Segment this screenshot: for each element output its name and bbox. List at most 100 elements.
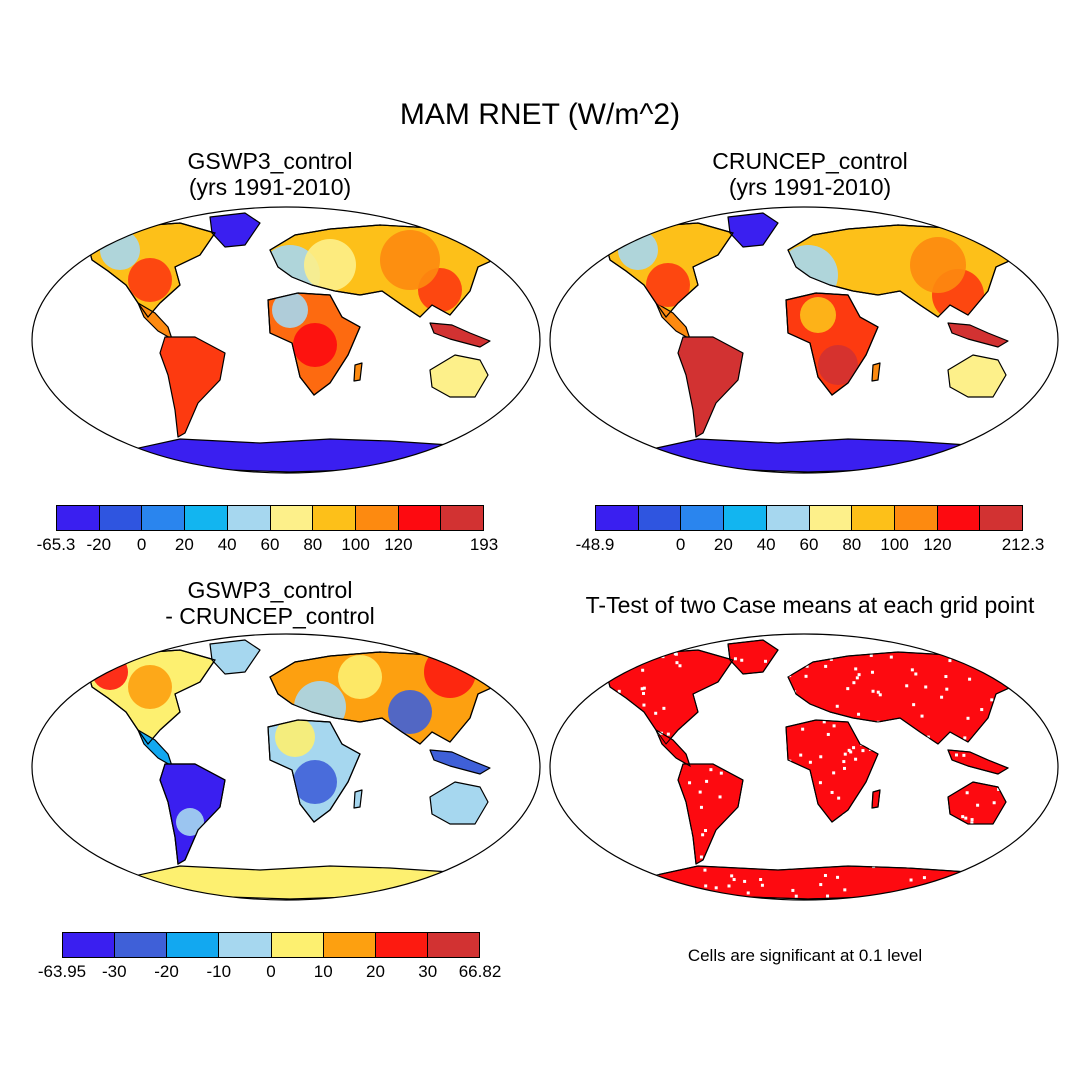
insignificant-cell <box>682 726 686 730</box>
insignificant-cell <box>920 714 924 718</box>
insignificant-cell <box>658 830 662 834</box>
insignificant-cell <box>701 833 705 837</box>
insignificant-cell <box>628 742 632 746</box>
insignificant-cell <box>791 888 795 892</box>
insignificant-cell <box>688 781 692 785</box>
field-patch <box>272 293 308 328</box>
insignificant-cell <box>857 673 861 677</box>
insignificant-cell <box>613 657 617 661</box>
colorbar-tick-label: -10 <box>206 962 232 981</box>
colorbar-tick-label: 40 <box>217 535 237 554</box>
insignificant-cell <box>846 687 850 691</box>
insignificant-cell <box>987 726 991 730</box>
insignificant-cell <box>725 896 729 900</box>
insignificant-cell <box>992 866 996 870</box>
insignificant-cell <box>964 816 968 820</box>
insignificant-cell <box>945 687 949 691</box>
insignificant-cell <box>880 810 884 814</box>
field-patch <box>293 323 337 367</box>
insignificant-cell <box>713 709 717 713</box>
insignificant-cell <box>860 742 864 746</box>
colorbar-tick-label: 120 <box>923 535 952 554</box>
insignificant-cell <box>823 873 827 877</box>
insignificant-cell <box>666 732 670 736</box>
insignificant-cell <box>912 703 916 707</box>
figure-title: MAM RNET (W/m^2) <box>399 98 681 131</box>
map-panel-ttest <box>548 632 1060 902</box>
insignificant-cell <box>622 747 626 751</box>
insignificant-cell <box>611 837 615 841</box>
colorbar-tick-label: -48.9 <box>575 535 615 554</box>
map-panel-gswp3 <box>30 205 542 475</box>
colorbar-swatch <box>809 506 853 530</box>
insignificant-cell <box>699 805 703 809</box>
field-patch <box>646 263 690 307</box>
insignificant-cell <box>746 824 750 828</box>
insignificant-cell <box>669 841 673 845</box>
colorbar-cruncep <box>595 505 1023 531</box>
insignificant-cell <box>954 753 958 757</box>
field-patch <box>100 230 140 270</box>
insignificant-cell <box>707 711 711 715</box>
landmass-seAsia <box>429 749 491 775</box>
insignificant-cell <box>826 732 830 736</box>
map-border <box>549 633 1059 901</box>
insignificant-cell <box>983 889 987 893</box>
colorbar-difference <box>62 932 480 958</box>
insignificant-cell <box>643 894 647 898</box>
insignificant-cell <box>728 746 732 750</box>
colorbar-tick-label: 80 <box>842 535 862 554</box>
map-border <box>31 633 541 901</box>
insignificant-cell <box>843 888 847 892</box>
colorbar-swatch <box>681 506 725 530</box>
insignificant-cell <box>675 661 679 665</box>
insignificant-cell <box>962 753 966 757</box>
insignificant-cell <box>767 721 771 725</box>
insignificant-cell <box>837 796 841 800</box>
insignificant-cell <box>924 825 928 829</box>
insignificant-cell <box>830 790 834 794</box>
insignificant-cell <box>643 726 647 730</box>
insignificant-cell <box>732 852 736 856</box>
insignificant-cell <box>951 889 955 893</box>
insignificant-cell <box>619 773 623 777</box>
insignificant-cell <box>619 799 623 803</box>
insignificant-cell <box>831 851 835 855</box>
colorbar-swatch <box>270 506 314 530</box>
insignificant-cell <box>718 795 722 799</box>
colorbar-swatch <box>638 506 682 530</box>
insignificant-cell <box>914 672 918 676</box>
colorbar-tick-label: 80 <box>303 535 323 554</box>
insignificant-cell <box>841 840 845 844</box>
insignificant-cell <box>674 652 678 656</box>
field-patch <box>800 297 836 333</box>
colorbar-swatch <box>980 506 1023 530</box>
colorbar-swatch <box>185 506 228 530</box>
world-map <box>31 206 541 474</box>
insignificant-cell <box>843 752 847 756</box>
colorbar-tick-label: 0 <box>266 962 276 981</box>
insignificant-cell <box>855 676 859 680</box>
insignificant-cell <box>628 738 632 742</box>
colorbar-tick-label: 66.82 <box>458 962 502 981</box>
insignificant-cell <box>688 830 692 834</box>
insignificant-cell <box>676 847 680 851</box>
landmass-australia <box>429 781 489 825</box>
colorbar-swatch <box>227 506 271 530</box>
landmass-southAmerica <box>159 336 226 438</box>
panel-title-line2: (yrs 1991-2010) <box>188 174 352 200</box>
colorbar-tick-label: 120 <box>384 535 413 554</box>
panel-title-line2: - CRUNCEP_control <box>165 603 375 629</box>
insignificant-cell <box>654 711 658 715</box>
insignificant-cell <box>733 657 737 661</box>
insignificant-cell <box>990 731 994 735</box>
insignificant-cell <box>961 815 965 819</box>
colorbar-tick-label: 0 <box>136 535 147 554</box>
insignificant-cell <box>852 746 856 750</box>
insignificant-cell <box>877 724 881 728</box>
insignificant-cell <box>857 712 861 716</box>
insignificant-cell <box>718 738 722 742</box>
insignificant-cell <box>615 727 619 731</box>
insignificant-cell <box>649 763 653 767</box>
insignificant-cell <box>769 678 773 682</box>
